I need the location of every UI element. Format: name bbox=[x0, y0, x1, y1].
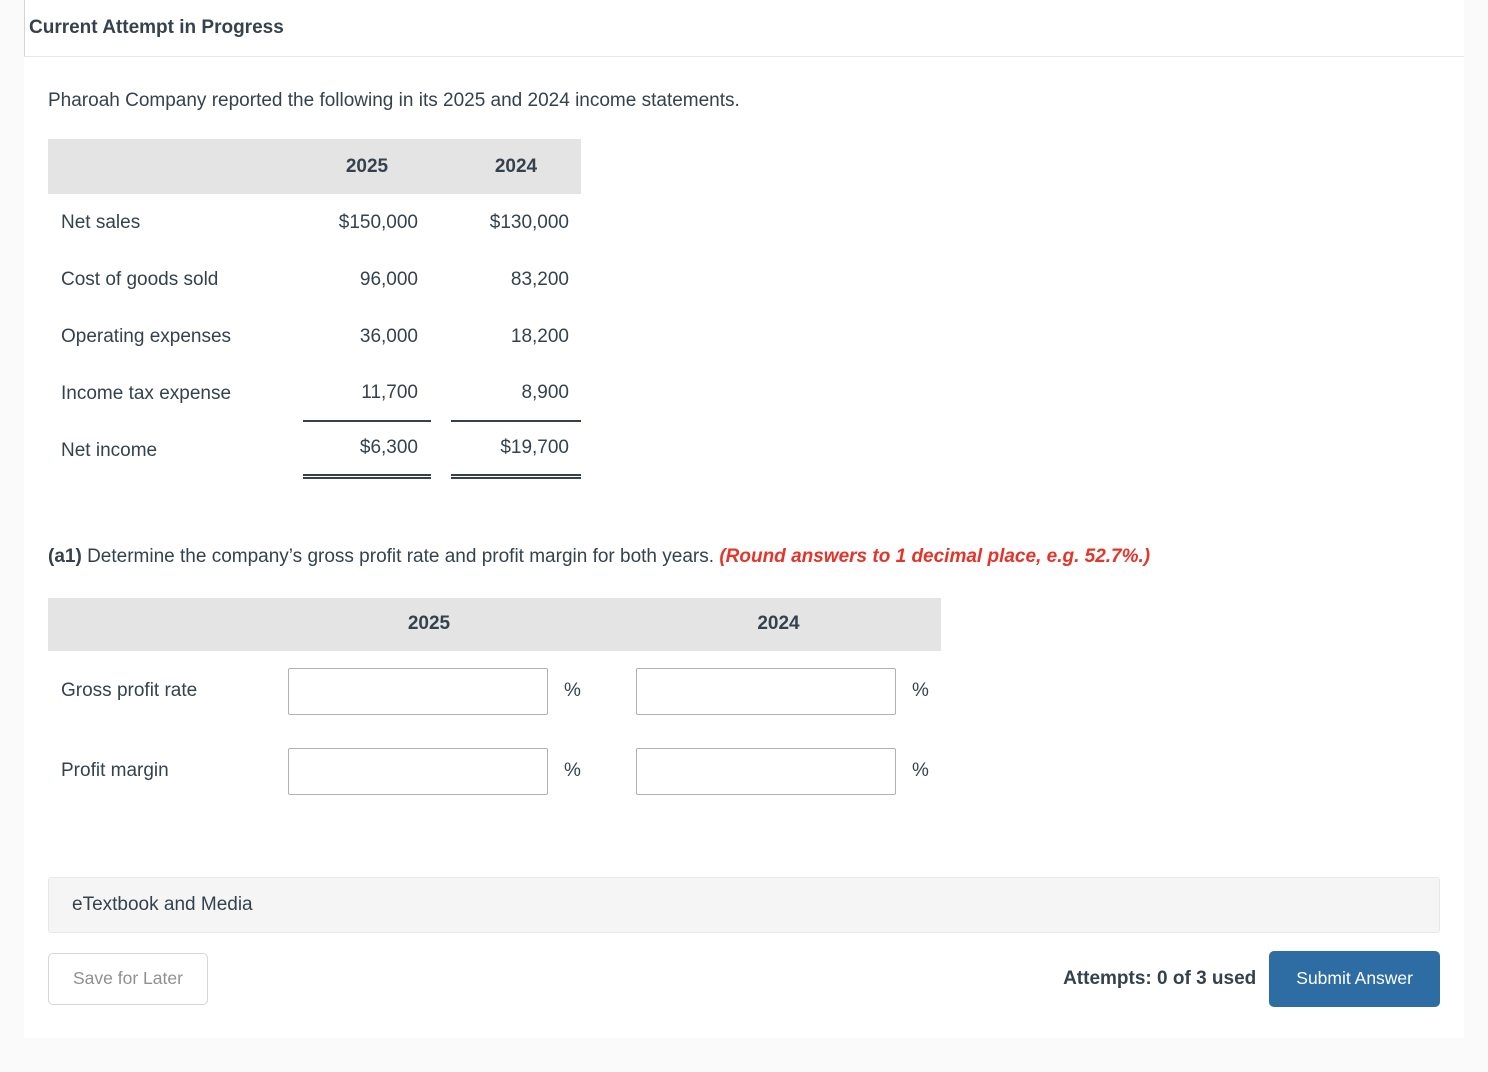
income-statement-table: 2025 2024 Net sales $150,000 $130,000 Cost … bbox=[48, 139, 581, 479]
part-label: (a1) bbox=[48, 546, 82, 567]
income-row-net-income: Net income $6,300 $19,700 bbox=[48, 422, 581, 479]
answer-cell-2024: % bbox=[636, 731, 941, 811]
input-profit-margin-2025[interactable] bbox=[288, 747, 548, 795]
answer-header-2024: 2024 bbox=[636, 597, 941, 651]
question-intro: Pharoah Company reported the following i… bbox=[48, 90, 740, 111]
rounding-instruction: (Round answers to 1 decimal place, e.g. … bbox=[719, 546, 1151, 567]
income-value: 83,200 bbox=[510, 268, 569, 290]
part-text: Determine the company’s gross profit rat… bbox=[87, 546, 715, 567]
income-header-2024: 2024 bbox=[451, 139, 581, 194]
income-value: 96,000 bbox=[359, 268, 418, 290]
income-value: $130,000 bbox=[489, 211, 569, 233]
income-value: 18,200 bbox=[510, 325, 569, 347]
percent-sign: % bbox=[912, 760, 929, 782]
answer-row-label: Gross profit rate bbox=[61, 679, 198, 701]
income-row-income-tax-expense: Income tax expense 11,700 8,900 bbox=[48, 365, 581, 422]
submit-answer-button[interactable]: Submit Answer bbox=[1269, 950, 1440, 1007]
answer-table-header-row: 2025 2024 bbox=[48, 597, 941, 651]
income-col-gap bbox=[431, 422, 451, 479]
income-value: 11,700 bbox=[303, 365, 431, 422]
income-row-label: Cost of goods sold bbox=[61, 268, 219, 290]
question-content: Pharoah Company reported the following i… bbox=[24, 90, 1464, 1007]
percent-sign: % bbox=[564, 760, 581, 782]
income-value: $6,300 bbox=[303, 422, 431, 479]
answer-header-blank bbox=[48, 597, 288, 651]
income-row-label: Net income bbox=[61, 439, 158, 461]
income-col-gap bbox=[431, 251, 451, 308]
save-for-later-button[interactable]: Save for Later bbox=[48, 952, 208, 1005]
answer-cell-2025: % bbox=[288, 731, 636, 811]
input-profit-margin-2024[interactable] bbox=[636, 747, 896, 795]
answer-header-2025: 2025 bbox=[288, 597, 636, 651]
income-value: 8,900 bbox=[451, 365, 581, 422]
page-title: Current Attempt in Progress bbox=[29, 17, 284, 38]
answer-row-profit-margin: Profit margin%% bbox=[48, 731, 941, 811]
percent-sign: % bbox=[564, 680, 581, 702]
input-gross-profit-rate-2024[interactable] bbox=[636, 667, 896, 715]
income-row-cost-of-goods-sold: Cost of goods sold 96,000 83,200 bbox=[48, 251, 581, 308]
income-row-operating-expenses: Operating expenses 36,000 18,200 bbox=[48, 308, 581, 365]
footer: Save for Later Attempts: 0 of 3 used Sub… bbox=[48, 950, 1440, 1007]
footer-right: Attempts: 0 of 3 used Submit Answer bbox=[1063, 950, 1440, 1007]
income-header-blank bbox=[48, 139, 303, 194]
income-row-net-sales: Net sales $150,000 $130,000 bbox=[48, 194, 581, 251]
question-panel: Current Attempt in Progress Pharoah Comp… bbox=[24, 0, 1464, 1038]
attempt-header: Current Attempt in Progress bbox=[24, 0, 1464, 57]
income-value: $19,700 bbox=[451, 422, 581, 479]
income-col-gap bbox=[431, 365, 451, 422]
attempts-counter: Attempts: 0 of 3 used bbox=[1063, 967, 1257, 989]
input-gross-profit-rate-2025[interactable] bbox=[288, 667, 548, 715]
answer-cell-2025: % bbox=[288, 651, 636, 731]
income-table-header-row: 2025 2024 bbox=[48, 139, 581, 194]
etextbook-media-bar[interactable]: eTextbook and Media bbox=[48, 876, 1440, 933]
answer-table: 2025 2024 Gross profit rate%% Profit marg… bbox=[48, 597, 941, 811]
income-header-2025: 2025 bbox=[303, 139, 431, 194]
income-value: $150,000 bbox=[338, 211, 418, 233]
income-value: 36,000 bbox=[359, 325, 418, 347]
etextbook-media-label: eTextbook and Media bbox=[72, 893, 253, 915]
income-row-label: Operating expenses bbox=[61, 325, 232, 347]
income-row-label: Income tax expense bbox=[61, 382, 232, 404]
income-header-gap bbox=[431, 139, 451, 194]
answer-cell-2024: % bbox=[636, 651, 941, 731]
income-col-gap bbox=[431, 308, 451, 365]
part-a1-prompt: (a1) Determine the company’s gross profi… bbox=[48, 543, 1440, 571]
income-row-label: Net sales bbox=[61, 211, 141, 233]
percent-sign: % bbox=[912, 680, 929, 702]
answer-row-gross-profit-rate: Gross profit rate%% bbox=[48, 651, 941, 731]
answer-row-label: Profit margin bbox=[61, 759, 169, 781]
income-col-gap bbox=[431, 194, 451, 251]
